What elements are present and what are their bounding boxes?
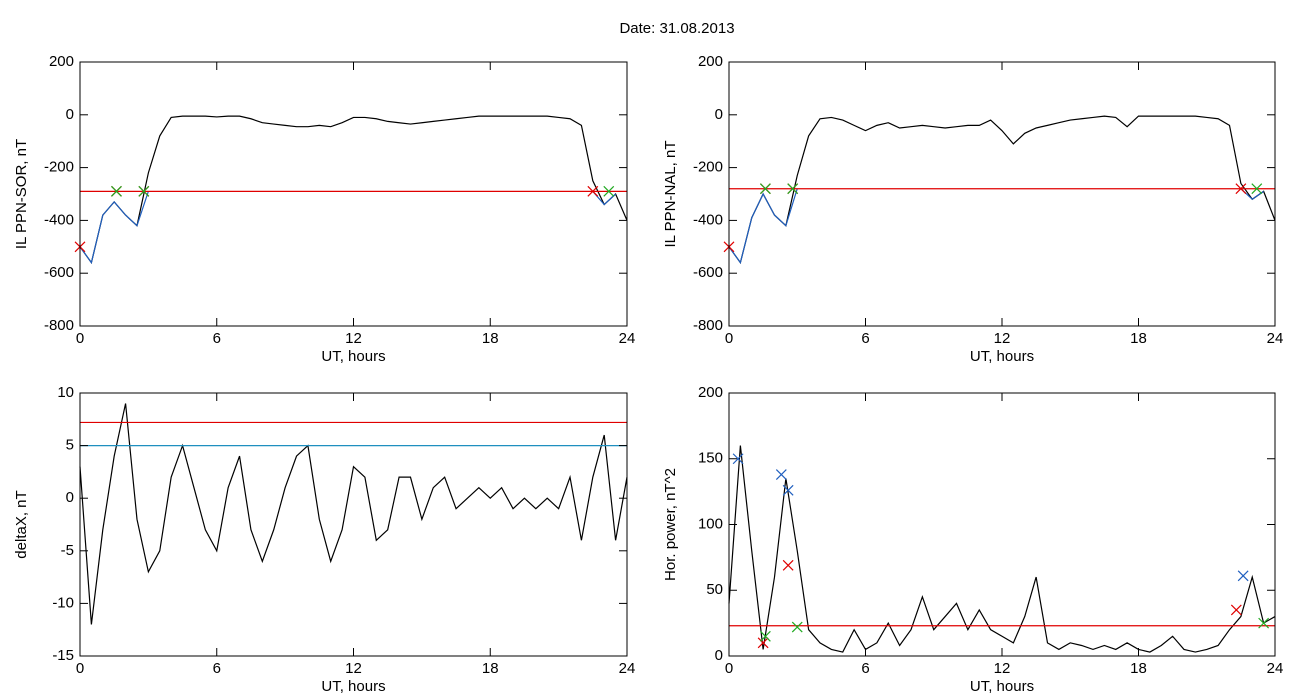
x-tick-label: 6 xyxy=(861,660,869,677)
cross-marker xyxy=(587,185,599,197)
y-axis-label: IL PPN-NAL, nT xyxy=(662,141,679,248)
x-tick-label: 0 xyxy=(76,330,84,347)
x-tick-label: 18 xyxy=(1130,330,1147,347)
x-tick-label: 24 xyxy=(619,330,636,347)
y-tick-label: 5 xyxy=(66,437,74,454)
cross-marker xyxy=(782,484,794,496)
y-tick-label: -800 xyxy=(44,317,74,334)
y-tick-label: 150 xyxy=(698,450,723,467)
x-tick-label: 6 xyxy=(861,330,869,347)
y-tick-label: -15 xyxy=(52,647,74,664)
cross-marker xyxy=(787,183,799,195)
y-tick-label: -400 xyxy=(44,211,74,228)
cross-marker xyxy=(759,630,771,642)
cross-marker xyxy=(138,185,150,197)
cross-marker xyxy=(791,621,803,633)
x-tick-label: 24 xyxy=(619,660,636,677)
y-tick-label: -800 xyxy=(693,317,723,334)
figure-title: Date: 31.08.2013 xyxy=(619,20,734,37)
y-tick-label: -600 xyxy=(44,264,74,281)
y-axis-label: deltaX, nT xyxy=(13,490,30,558)
x-tick-label: 18 xyxy=(482,330,499,347)
data-line xyxy=(728,445,1276,653)
y-tick-label: 0 xyxy=(66,106,74,123)
cross-marker xyxy=(775,469,787,480)
cross-marker xyxy=(1230,604,1242,616)
x-axis-label: UT, hours xyxy=(970,678,1034,695)
y-tick-label: -10 xyxy=(52,594,74,611)
x-tick-label: 0 xyxy=(725,660,733,677)
y-tick-label: -600 xyxy=(693,264,723,281)
cross-marker xyxy=(1258,617,1270,629)
cross-marker xyxy=(603,185,615,197)
x-axis-label: UT, hours xyxy=(970,348,1034,365)
x-tick-label: 6 xyxy=(213,660,221,677)
plot-frame xyxy=(728,392,1276,657)
data-line xyxy=(79,403,628,625)
cross-marker xyxy=(111,185,122,197)
y-tick-label: -5 xyxy=(61,542,74,559)
y-tick-label: 200 xyxy=(698,384,723,401)
x-tick-label: 12 xyxy=(994,660,1011,677)
y-tick-label: 10 xyxy=(57,384,74,401)
x-tick-label: 24 xyxy=(1267,330,1284,347)
x-tick-label: 0 xyxy=(725,330,733,347)
y-tick-label: 0 xyxy=(715,106,723,123)
x-tick-label: 6 xyxy=(213,330,221,347)
cross-marker xyxy=(1251,183,1263,195)
cross-marker xyxy=(782,559,794,571)
cross-marker xyxy=(732,453,744,465)
y-tick-label: 200 xyxy=(49,53,74,70)
x-tick-label: 24 xyxy=(1267,660,1284,677)
y-tick-label: -400 xyxy=(693,211,723,228)
plot-frame xyxy=(728,61,1276,327)
x-tick-label: 18 xyxy=(482,660,499,677)
x-tick-label: 18 xyxy=(1130,660,1147,677)
cross-marker xyxy=(1235,183,1247,195)
cross-marker xyxy=(759,183,771,195)
x-axis-label: UT, hours xyxy=(321,348,385,365)
y-tick-label: 0 xyxy=(715,647,723,664)
y-tick-label: 50 xyxy=(706,581,723,598)
y-tick-label: -200 xyxy=(693,159,723,176)
plot-frame xyxy=(79,392,628,657)
y-tick-label: 200 xyxy=(698,53,723,70)
data-line xyxy=(79,191,149,265)
x-tick-label: 12 xyxy=(345,330,362,347)
data-line xyxy=(728,115,1276,265)
y-axis-label: IL PPN-SOR, nT xyxy=(13,139,30,249)
cross-marker xyxy=(757,637,769,649)
x-tick-label: 12 xyxy=(345,660,362,677)
x-axis-label: UT, hours xyxy=(321,678,385,695)
y-axis-label: Hor. power, nT^2 xyxy=(662,468,679,581)
cross-marker xyxy=(1237,570,1249,582)
x-tick-label: 0 xyxy=(76,660,84,677)
plot-frame xyxy=(79,61,628,327)
data-line xyxy=(728,188,798,265)
y-tick-label: 100 xyxy=(698,515,723,532)
y-tick-label: -200 xyxy=(44,159,74,176)
data-line xyxy=(79,115,628,265)
y-tick-label: 0 xyxy=(66,489,74,506)
x-tick-label: 12 xyxy=(994,330,1011,347)
data-line xyxy=(592,190,617,206)
